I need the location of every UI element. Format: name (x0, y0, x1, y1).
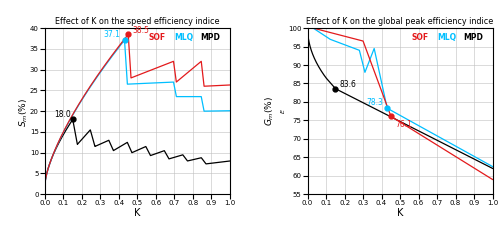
Text: 18.0: 18.0 (54, 110, 72, 119)
X-axis label: K: K (134, 208, 140, 218)
Y-axis label: $S_m$(%)  : $S_m$(%) (17, 95, 30, 128)
Title: Effect of K on the global peak efficiency indice: Effect of K on the global peak efficienc… (306, 17, 494, 26)
Text: 76.1: 76.1 (395, 121, 412, 129)
Text: MLQ: MLQ (437, 33, 456, 42)
Y-axis label: $G_m$(%)
$_E$: $G_m$(%) $_E$ (264, 96, 288, 126)
Text: SOF: SOF (148, 33, 166, 42)
Text: MPD: MPD (463, 33, 483, 42)
Text: 78.3: 78.3 (366, 99, 383, 107)
Text: 83.6: 83.6 (340, 80, 356, 89)
Text: 38.5: 38.5 (132, 26, 150, 35)
Text: 37.1: 37.1 (104, 30, 120, 39)
Title: Effect of K on the speed efficiency indice: Effect of K on the speed efficiency indi… (55, 17, 220, 26)
Text: MPD: MPD (200, 33, 220, 42)
Text: MLQ: MLQ (174, 33, 194, 42)
X-axis label: K: K (397, 208, 403, 218)
Text: SOF: SOF (411, 33, 428, 42)
